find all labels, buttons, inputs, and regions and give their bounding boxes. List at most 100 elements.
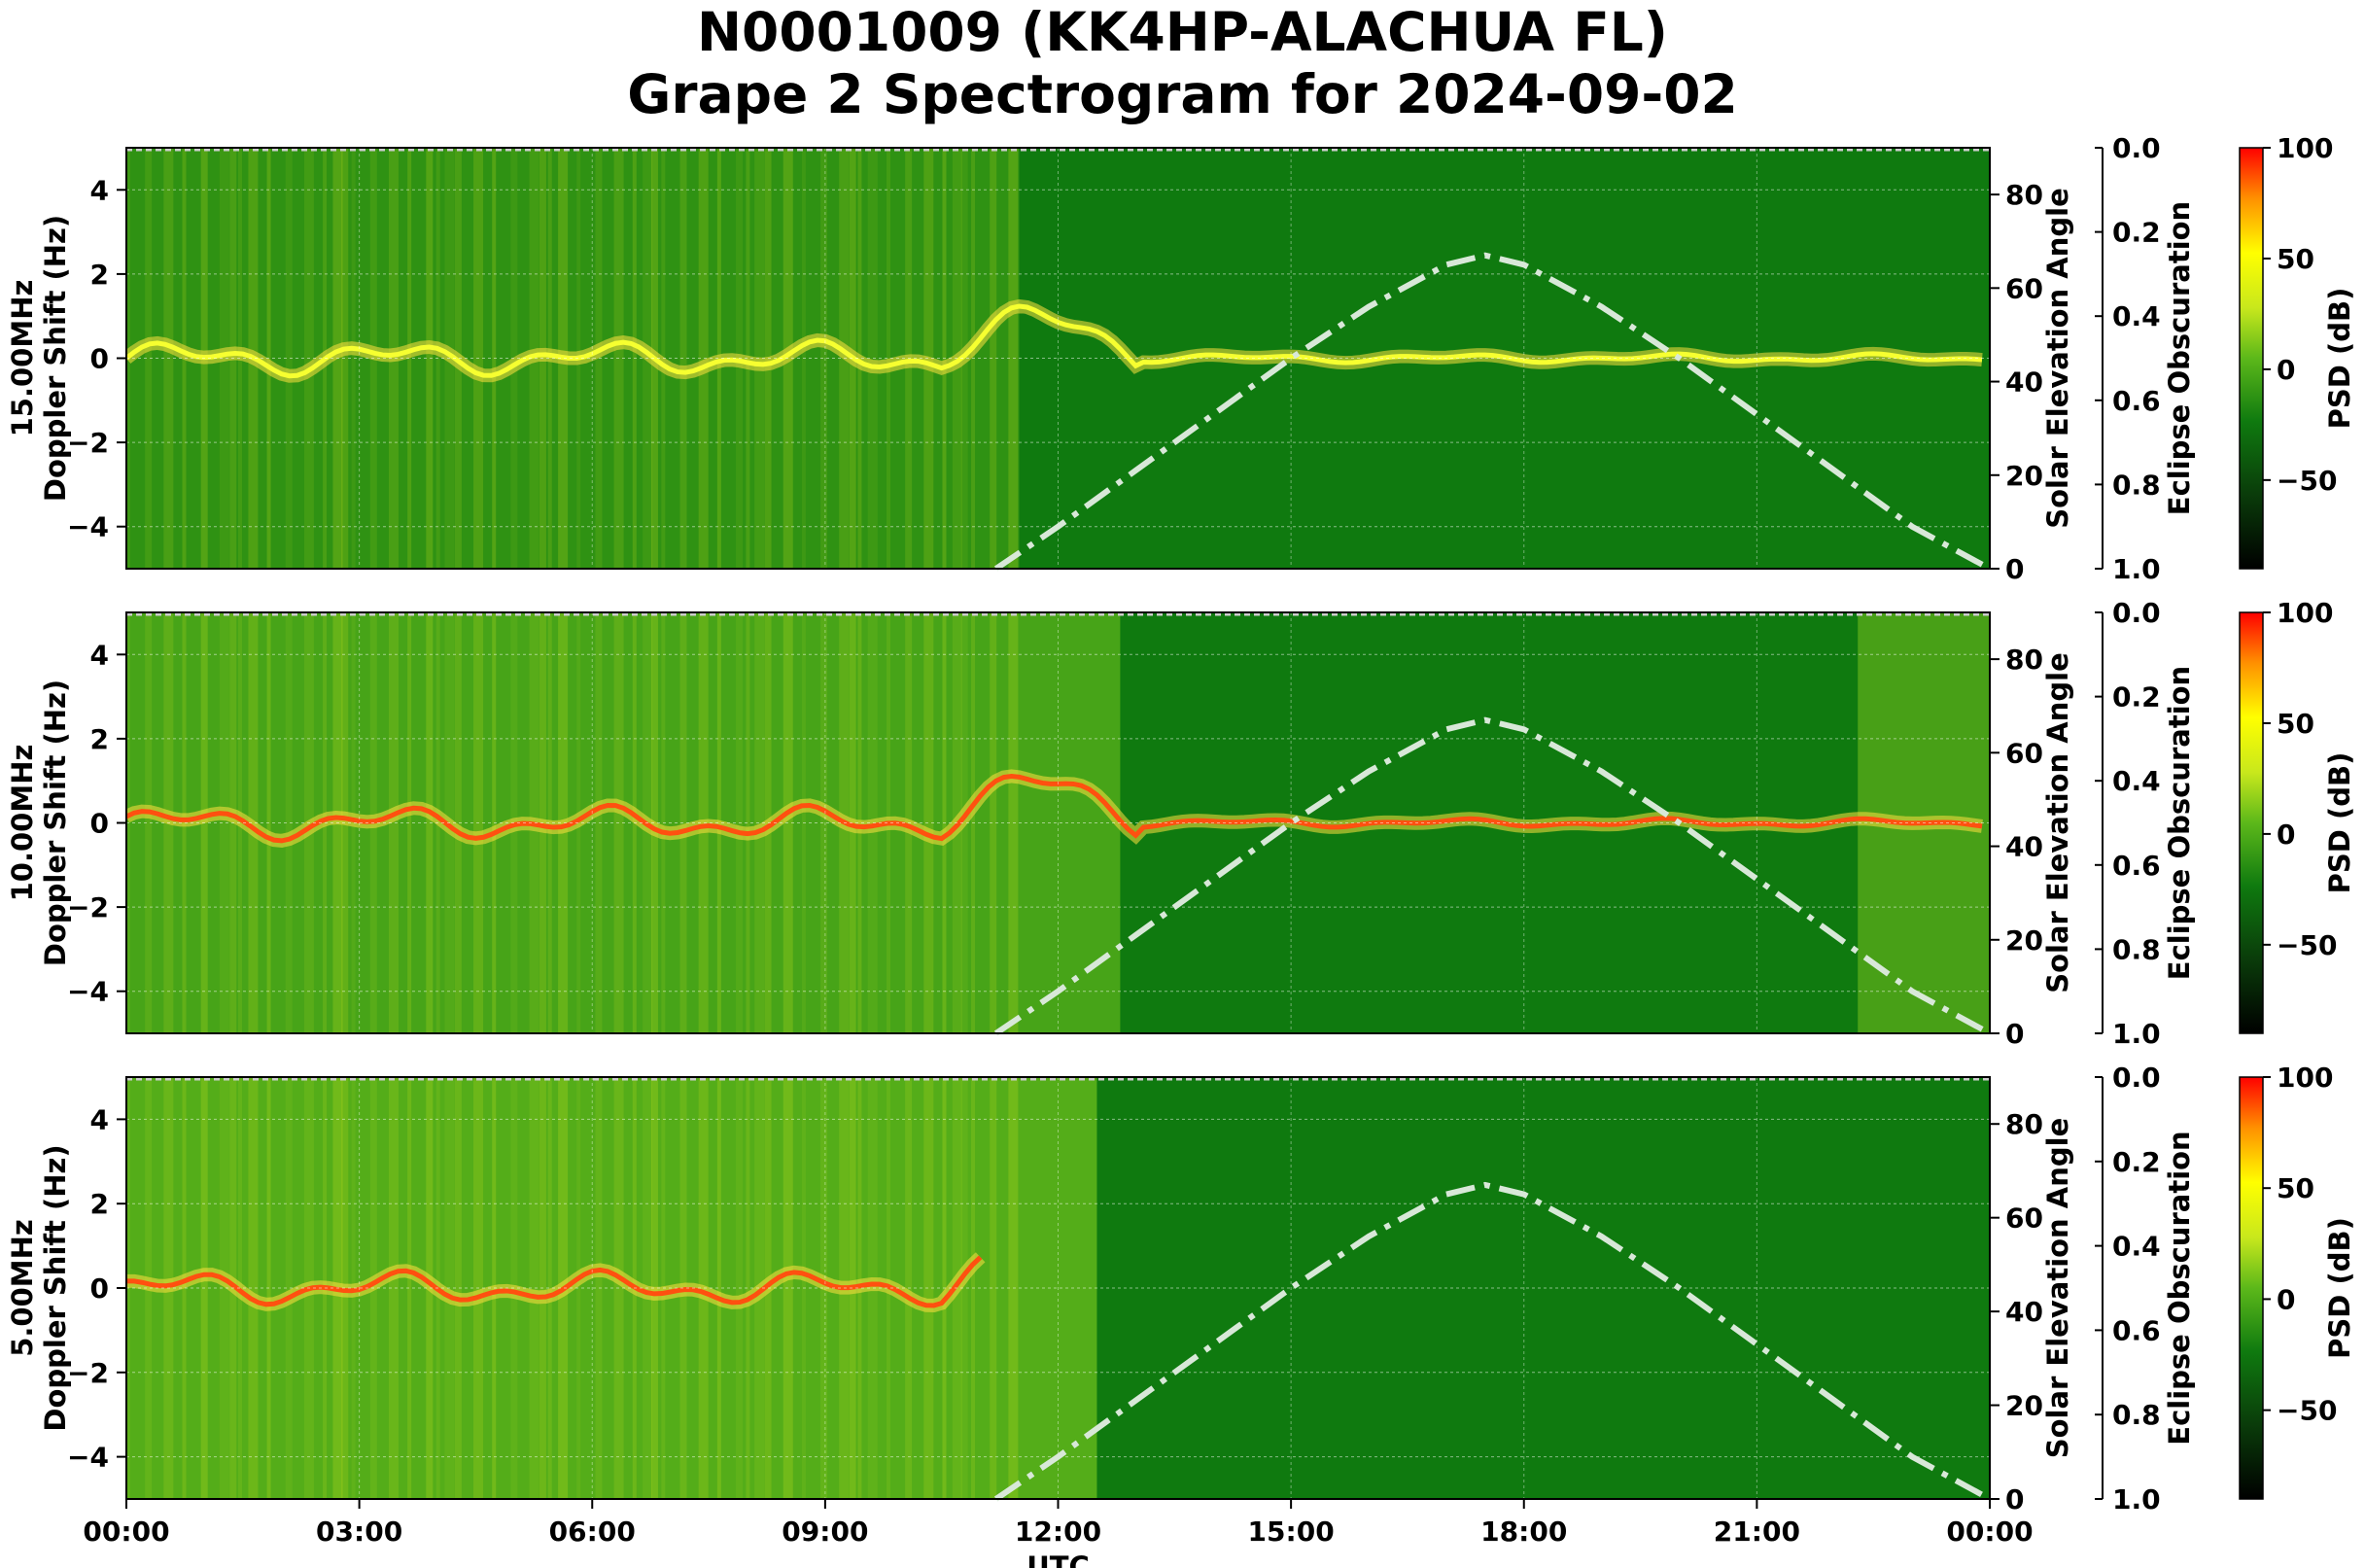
y-tick-label: 2: [90, 1188, 109, 1220]
solar-tick-label: 20: [2005, 1390, 2043, 1422]
doppler-trace: [126, 303, 1983, 379]
colorbar-tick-label: 0: [2277, 819, 2295, 851]
colorbar-tick-label: 100: [2277, 132, 2333, 164]
solar-tick-label: 80: [2005, 644, 2043, 676]
y-tick-label: −2: [67, 1357, 109, 1389]
solar-tick-label: 80: [2005, 179, 2043, 211]
y-tick-label: 0: [90, 1272, 109, 1305]
x-tick-label: 18:00: [1480, 1516, 1567, 1548]
eclipse-axis-label: Eclipse Obscuration: [2163, 1131, 2196, 1445]
colorbar-tick-label: 0: [2277, 1283, 2295, 1315]
eclipse-tick-label: 0.8: [2112, 1399, 2161, 1431]
solar-tick-label: 20: [2005, 924, 2043, 957]
panel-5-00mhz: 420−2−45.00MHz Doppler Shift (Hz)80604020…: [6, 1062, 2356, 1516]
eclipse-tick-label: 0.8: [2112, 933, 2161, 965]
eclipse-tick-label: 0.6: [2112, 1314, 2161, 1346]
x-tick-label: 12:00: [1015, 1516, 1101, 1548]
colorbar-tick-label: −50: [2277, 929, 2337, 961]
solar-tick-label: 60: [2005, 1202, 2043, 1235]
x-tick-label: 03:00: [316, 1516, 402, 1548]
solar-tick-label: 60: [2005, 737, 2043, 769]
y-tick-label: −2: [67, 427, 109, 459]
y-tick-label: 4: [90, 1103, 109, 1135]
chart-title-line1: N0001009 (KK4HP-ALACHUA FL): [697, 1, 1668, 63]
colorbar: [2239, 147, 2264, 570]
colorbar-label: PSD (dB): [2323, 288, 2356, 430]
solar-tick-label: 20: [2005, 460, 2043, 492]
eclipse-tick-label: 0.0: [2112, 1062, 2161, 1094]
y-tick-label: −4: [67, 1442, 109, 1474]
colorbar-tick-label: 50: [2277, 708, 2314, 740]
y-tick-label: 2: [90, 723, 109, 755]
y-tick-label: −4: [67, 976, 109, 1008]
x-tick-label: 06:00: [549, 1516, 636, 1548]
eclipse-tick-label: 0.4: [2112, 1231, 2161, 1263]
eclipse-axis-label: Eclipse Obscuration: [2163, 201, 2196, 515]
y-tick-label: −2: [67, 891, 109, 923]
eclipse-axis-label: Eclipse Obscuration: [2163, 666, 2196, 980]
eclipse-tick-label: 0.2: [2112, 681, 2161, 714]
colorbar-tick-label: 100: [2277, 1062, 2333, 1094]
colorbar-label: PSD (dB): [2323, 752, 2356, 894]
y-tick-label: −4: [67, 511, 109, 543]
eclipse-tick-label: 0.0: [2112, 132, 2161, 164]
x-tick-label: 09:00: [782, 1516, 868, 1548]
y-tick-label: 0: [90, 343, 109, 375]
solar-tick-label: 0: [2005, 1483, 2024, 1516]
y-axis-label: 10.00MHz: [6, 745, 39, 902]
y-tick-label: 4: [90, 174, 109, 206]
colorbar-tick-label: 100: [2277, 597, 2333, 629]
colorbar-tick-label: 50: [2277, 1172, 2314, 1204]
y-tick-label: 4: [90, 639, 109, 671]
colorbar-label: PSD (dB): [2323, 1217, 2356, 1359]
solar-tick-label: 0: [2005, 1018, 2024, 1050]
eclipse-tick-label: 0.8: [2112, 469, 2161, 501]
eclipse-tick-label: 1.0: [2112, 553, 2161, 585]
solar-tick-label: 40: [2005, 831, 2043, 863]
x-axis-label: UTC: [1026, 1551, 1090, 1568]
chart-title-line2: Grape 2 Spectrogram for 2024-09-02: [627, 63, 1738, 125]
colorbar-tick-label: −50: [2277, 1395, 2337, 1427]
y-axis-label: Doppler Shift (Hz): [39, 1144, 72, 1431]
solar-elevation-curve: [993, 1181, 1992, 1502]
colorbar-tick-label: 0: [2277, 354, 2295, 386]
eclipse-tick-label: 1.0: [2112, 1483, 2161, 1516]
solar-elevation-curve: [993, 252, 1992, 572]
solar-tick-label: 40: [2005, 366, 2043, 399]
eclipse-tick-label: 0.6: [2112, 385, 2161, 417]
eclipse-tick-label: 0.2: [2112, 217, 2161, 249]
colorbar: [2239, 611, 2264, 1034]
doppler-trace: [126, 1255, 983, 1308]
eclipse-tick-label: 0.2: [2112, 1146, 2161, 1178]
solar-tick-label: 60: [2005, 272, 2043, 304]
y-axis-label: Doppler Shift (Hz): [39, 679, 72, 966]
solar-tick-label: 80: [2005, 1108, 2043, 1140]
solar-axis-label: Solar Elevation Angle: [2041, 1118, 2074, 1459]
y-axis-label: 15.00MHz: [6, 280, 39, 437]
solar-elevation-curve: [993, 716, 1992, 1036]
y-axis-label: 5.00MHz: [6, 1219, 39, 1357]
doppler-trace: [126, 773, 1983, 844]
y-tick-label: 0: [90, 808, 109, 840]
x-tick-label: 00:00: [83, 1516, 169, 1548]
y-axis-label: Doppler Shift (Hz): [39, 215, 72, 502]
eclipse-tick-label: 0.6: [2112, 850, 2161, 882]
colorbar-tick-label: −50: [2277, 465, 2337, 497]
panel-15-00mhz: 420−2−415.00MHz Doppler Shift (Hz)8060402…: [6, 132, 2356, 585]
solar-tick-label: 40: [2005, 1296, 2043, 1328]
x-tick-label: 00:00: [1946, 1516, 2033, 1548]
eclipse-tick-label: 0.4: [2112, 765, 2161, 797]
colorbar-tick-label: 50: [2277, 243, 2314, 275]
solar-axis-label: Solar Elevation Angle: [2041, 652, 2074, 993]
x-tick-label: 15:00: [1248, 1516, 1335, 1548]
solar-tick-label: 0: [2005, 553, 2024, 585]
eclipse-tick-label: 0.4: [2112, 300, 2161, 332]
y-tick-label: 2: [90, 259, 109, 291]
solar-axis-label: Solar Elevation Angle: [2041, 188, 2074, 529]
eclipse-tick-label: 0.0: [2112, 597, 2161, 629]
x-tick-label: 21:00: [1714, 1516, 1800, 1548]
panel-10-00mhz: 420−2−410.00MHz Doppler Shift (Hz)8060402…: [6, 597, 2356, 1050]
eclipse-tick-label: 1.0: [2112, 1018, 2161, 1050]
colorbar: [2239, 1076, 2264, 1500]
